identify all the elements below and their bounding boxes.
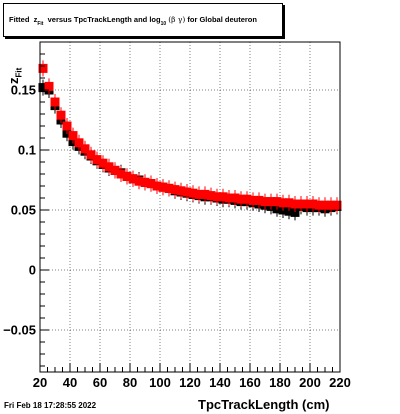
- data-point-red: [164, 183, 174, 193]
- y-tick-label: −0.05: [3, 323, 36, 338]
- data-point-red: [188, 188, 198, 198]
- data-point-red: [308, 199, 318, 209]
- x-tick-label: 180: [269, 375, 291, 390]
- data-point-red: [200, 189, 210, 199]
- data-point-red: [254, 195, 264, 205]
- x-tick-label: 40: [63, 375, 77, 390]
- data-point-black: [290, 207, 300, 217]
- x-tick-label: 220: [329, 375, 351, 390]
- data-point-red: [206, 191, 216, 201]
- data-point-red: [218, 192, 228, 202]
- data-point-red: [98, 158, 108, 168]
- x-axis-label: TpcTrackLength (cm): [198, 397, 330, 412]
- data-point-red: [50, 97, 60, 107]
- x-tick-label: 140: [209, 375, 231, 390]
- x-tick-label: 200: [299, 375, 321, 390]
- data-point-red: [296, 199, 306, 209]
- y-tick-label: 0: [29, 263, 36, 278]
- data-point-red: [332, 200, 342, 210]
- data-point-red: [242, 194, 252, 204]
- y-axis-label: zFit: [6, 67, 24, 84]
- data-point-red: [44, 81, 54, 91]
- data-point-red: [272, 197, 282, 207]
- y-tick-label: 0.05: [11, 203, 36, 218]
- x-tick-label: 80: [123, 375, 137, 390]
- data-point-red: [80, 144, 90, 154]
- data-point-red: [62, 121, 72, 131]
- axis-layer: 20 40 60 80 100 120 140 160 180 200 220 −0.05 0 0.05 0…: [3, 41, 351, 390]
- data-point-red: [146, 179, 156, 189]
- data-point-red: [74, 138, 84, 148]
- data-point-red: [128, 174, 138, 184]
- data-point-red: [284, 198, 294, 208]
- data-point-red: [38, 63, 48, 73]
- marks-layer: [38, 60, 342, 221]
- chart-title-box: Fitted zFit versus TpcTrackLength and lo…: [3, 3, 283, 37]
- data-point-red: [158, 182, 168, 192]
- data-point-red: [134, 176, 144, 186]
- data-point-red: [194, 189, 204, 199]
- data-point-red: [86, 150, 96, 160]
- timestamp: Fri Feb 18 17:28:55 2022: [4, 401, 97, 410]
- data-point-red: [290, 199, 300, 209]
- data-point-red: [104, 162, 114, 172]
- y-tick-label: 0.15: [11, 83, 36, 98]
- x-tick-label: 120: [179, 375, 201, 390]
- data-point-red: [266, 197, 276, 207]
- data-point-red: [170, 185, 180, 195]
- data-point-red: [314, 200, 324, 210]
- x-tick-label: 160: [239, 375, 261, 390]
- x-tick-label: 100: [149, 375, 171, 390]
- data-point-red: [92, 155, 102, 165]
- data-point-red: [122, 171, 132, 181]
- y-tick-label: 0.1: [18, 143, 36, 158]
- data-point-black: [284, 206, 294, 216]
- data-point-red: [278, 198, 288, 208]
- data-point-red: [176, 186, 186, 196]
- data-point-red: [248, 195, 258, 205]
- data-point-red: [140, 177, 150, 187]
- data-point-red: [224, 193, 234, 203]
- data-point-red: [182, 187, 192, 197]
- data-point-red: [116, 169, 126, 179]
- data-point-red: [230, 193, 240, 203]
- data-point-red: [260, 197, 270, 207]
- data-point-red: [68, 131, 78, 141]
- chart-title: Fitted zFit versus TpcTrackLength and lo…: [9, 15, 257, 27]
- data-point-red: [320, 200, 330, 210]
- data-point-black: [38, 83, 48, 93]
- data-point-red: [212, 192, 222, 202]
- data-point-red: [326, 200, 336, 210]
- x-tick-label: 20: [33, 375, 47, 390]
- data-point-red: [302, 199, 312, 209]
- data-point-red: [152, 181, 162, 191]
- data-point-red: [110, 165, 120, 175]
- data-point-red: [56, 110, 66, 120]
- data-point-red: [236, 194, 246, 204]
- x-tick-label: 60: [93, 375, 107, 390]
